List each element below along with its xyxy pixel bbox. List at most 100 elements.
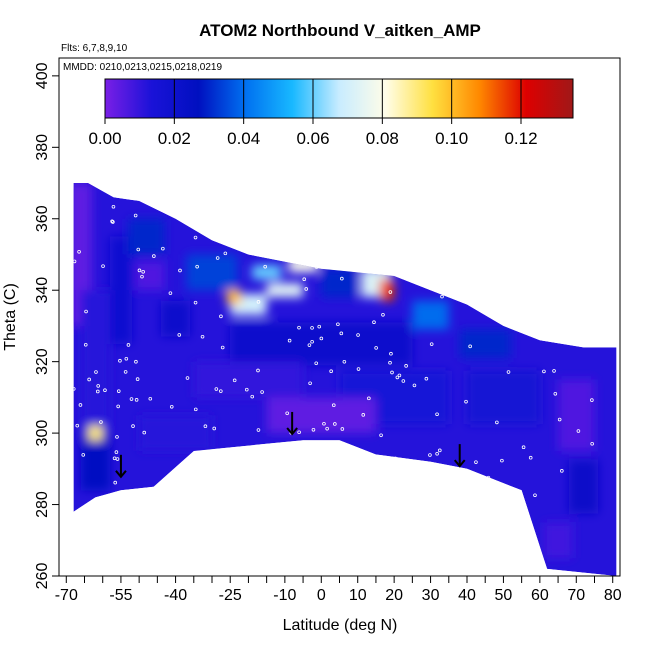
- x-tick-label: 30: [422, 587, 440, 604]
- observation-point: [552, 197, 557, 202]
- heatmap-cell: [288, 258, 318, 273]
- observation-point: [78, 403, 83, 407]
- heatmap-cell: [467, 370, 540, 425]
- y-tick-label: 380: [34, 134, 51, 161]
- observation-point: [219, 314, 223, 319]
- observation-point: [593, 306, 598, 311]
- heatmap-cell: [186, 254, 238, 291]
- observation-point: [554, 286, 559, 291]
- observation-point: [481, 481, 486, 485]
- colorbar-tick-labels: 0.00 0.02 0.04 0.06 0.08 0.10 0.12: [88, 129, 537, 148]
- observation-point: [134, 398, 139, 402]
- heatmap-cell: [459, 329, 511, 359]
- observation-point: [361, 413, 366, 417]
- observation-point: [454, 278, 459, 283]
- observation-point: [499, 275, 504, 279]
- observation-point: [329, 369, 333, 374]
- observation-point: [428, 223, 433, 227]
- observation-point: [159, 501, 164, 506]
- x-tick-label: 20: [385, 587, 403, 604]
- flight-arrows: [115, 411, 466, 479]
- x-tick-label: -55: [109, 587, 132, 604]
- observation-point: [160, 490, 164, 495]
- observation-point: [537, 191, 541, 196]
- observation-point: [325, 426, 329, 431]
- observation-point: [274, 206, 279, 210]
- observation-point: [257, 188, 262, 193]
- observation-point: [314, 473, 318, 478]
- colorbar-tick-label: 0.04: [227, 129, 260, 148]
- observation-point: [576, 429, 581, 433]
- y-tick-label: 340: [34, 277, 51, 304]
- observation-point: [148, 396, 153, 401]
- observation-point: [372, 320, 376, 325]
- observation-point: [333, 422, 337, 426]
- x-axis-label: Latitude (deg N): [283, 617, 398, 634]
- observation-point: [397, 373, 402, 378]
- observation-point: [75, 423, 80, 428]
- observation-point: [87, 377, 91, 382]
- observation-point: [193, 407, 198, 412]
- chart-title: ATOM2 Northbound V_aitken_AMP: [199, 21, 481, 40]
- observation-point: [599, 324, 604, 328]
- observation-point: [203, 424, 208, 428]
- observation-point: [111, 204, 116, 209]
- observation-point: [464, 399, 468, 404]
- observation-point: [200, 334, 205, 339]
- observation-point: [185, 376, 190, 380]
- observation-point: [595, 245, 600, 250]
- observation-point: [322, 421, 326, 426]
- observation-point: [112, 495, 117, 500]
- heatmap-cell: [135, 261, 165, 291]
- observation-point: [123, 370, 128, 374]
- observation-point: [213, 195, 218, 199]
- observation-point: [317, 324, 322, 329]
- x-tick-label: 0: [317, 587, 326, 604]
- observation-point: [116, 389, 121, 393]
- observation-point: [310, 339, 314, 344]
- heatmap-cell: [558, 379, 595, 451]
- observation-point: [401, 379, 406, 383]
- heatmap-cell: [412, 300, 449, 330]
- dates-label: MMDD: 0210,0213,0215,0218,0219: [63, 62, 222, 73]
- observation-point: [118, 358, 122, 363]
- heatmap-cell: [226, 290, 242, 305]
- heatmap-cell: [80, 433, 110, 491]
- observation-point: [244, 387, 249, 392]
- x-tick-label: -70: [55, 587, 78, 604]
- observation-point: [140, 274, 144, 279]
- observation-point: [141, 269, 145, 274]
- observation-point: [116, 404, 120, 409]
- observation-point: [231, 197, 235, 202]
- x-tick-label: 70: [567, 587, 585, 604]
- observation-point: [297, 325, 301, 330]
- observation-point: [533, 493, 537, 498]
- observation-point: [424, 376, 429, 381]
- observation-point: [137, 268, 142, 273]
- observation-point: [263, 264, 267, 269]
- observation-point: [338, 486, 342, 490]
- observation-point: [590, 398, 594, 402]
- heatmap-cells: [73, 183, 599, 559]
- observation-point: [592, 337, 597, 341]
- observation-point: [232, 378, 237, 383]
- heatmap-cell: [543, 522, 573, 559]
- observation-point: [285, 411, 289, 416]
- observation-point: [116, 184, 121, 188]
- observation-point: [404, 482, 409, 487]
- observation-point: [519, 263, 524, 268]
- observation-point: [113, 480, 118, 485]
- colorbar: [105, 79, 573, 118]
- observation-point: [310, 326, 314, 330]
- observation-point: [318, 501, 323, 506]
- observation-point: [99, 420, 103, 424]
- heatmap-cell: [128, 218, 165, 255]
- observation-point: [552, 369, 556, 373]
- observation-point: [161, 246, 165, 251]
- observation-point: [342, 359, 347, 364]
- observation-point: [135, 377, 140, 381]
- x-tick-label: 50: [495, 587, 513, 604]
- observation-point: [193, 235, 198, 240]
- observation-point: [134, 359, 138, 364]
- observation-point: [435, 451, 439, 456]
